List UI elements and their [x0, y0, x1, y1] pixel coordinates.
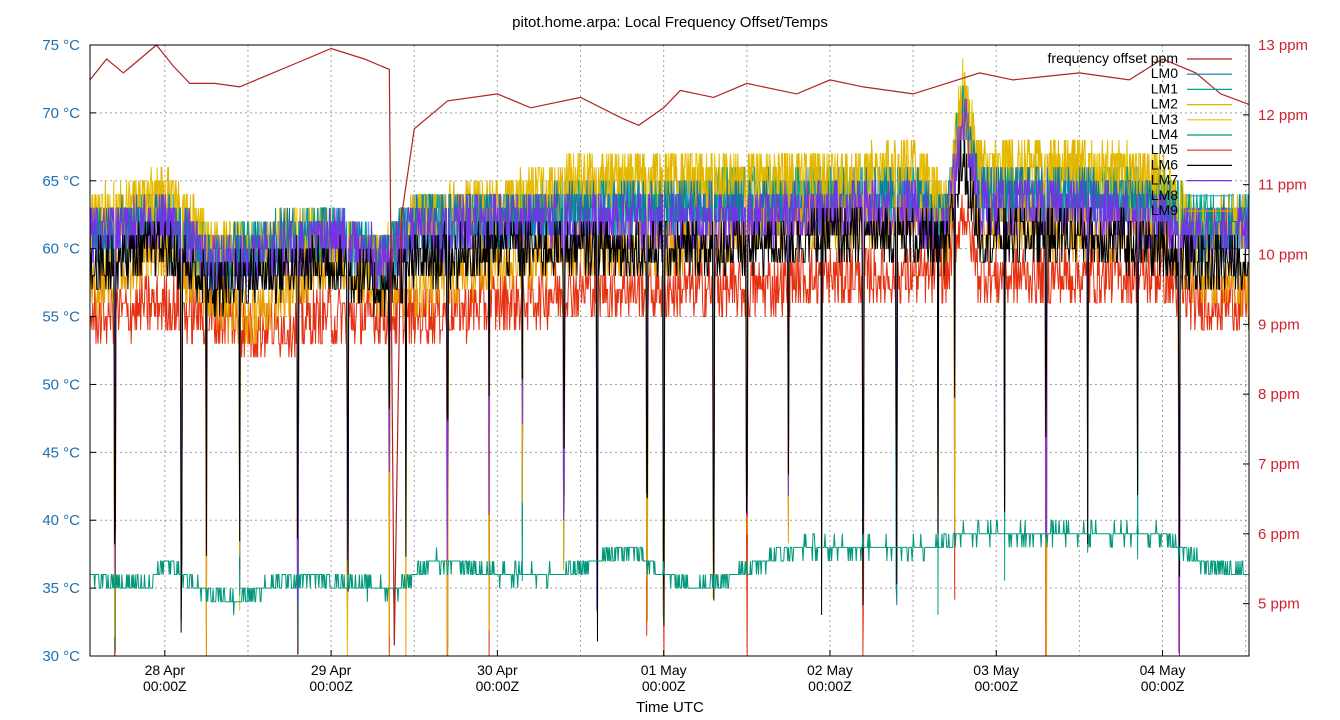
- legend-label: LM0: [1151, 65, 1178, 81]
- y-left-tick-label: 50 °C: [42, 376, 80, 393]
- x-tick-date: 29 Apr: [311, 662, 352, 678]
- x-tick-date: 04 May: [1140, 662, 1186, 678]
- x-tick-time: 00:00Z: [974, 678, 1018, 694]
- legend-label: LM7: [1151, 172, 1178, 188]
- x-tick-date: 02 May: [807, 662, 853, 678]
- y-left-tick-label: 35 °C: [42, 580, 80, 597]
- legend: frequency offset ppmLM0LM1LM2LM3LM4LM5LM…: [1048, 50, 1232, 218]
- x-tick-date: 30 Apr: [477, 662, 518, 678]
- legend-label: LM1: [1151, 80, 1178, 96]
- legend-label: LM6: [1151, 156, 1178, 172]
- legend-label: LM5: [1151, 141, 1178, 157]
- y-left-tick-label: 60 °C: [42, 241, 80, 258]
- y-right-tick-label: 9 ppm: [1258, 316, 1300, 333]
- x-tick-time: 00:00Z: [808, 678, 852, 694]
- x-tick-date: 28 Apr: [145, 662, 186, 678]
- y-left-tick-label: 45 °C: [42, 444, 80, 461]
- y-right-tick-label: 7 ppm: [1258, 456, 1300, 473]
- y-right-tick-label: 13 ppm: [1258, 37, 1308, 54]
- y-right-tick-label: 10 ppm: [1258, 246, 1308, 263]
- series-layer: [89, 44, 1250, 657]
- legend-label: LM3: [1151, 111, 1178, 127]
- legend-label: frequency offset ppm: [1048, 50, 1178, 66]
- legend-label: LM8: [1151, 187, 1178, 203]
- y-left-tick-label: 70 °C: [42, 105, 80, 122]
- x-tick-date: 03 May: [973, 662, 1019, 678]
- legend-label: LM2: [1151, 96, 1178, 112]
- series-line-lm5: [89, 194, 1250, 657]
- x-tick-time: 00:00Z: [1141, 678, 1185, 694]
- series-line-lm6: [89, 139, 1249, 642]
- x-axis-label: Time UTC: [636, 699, 704, 716]
- y-left-tick-label: 40 °C: [42, 512, 80, 529]
- plot-frame: [89, 44, 1250, 657]
- x-tick-date: 01 May: [641, 662, 687, 678]
- series-line-lm4: [90, 519, 1249, 616]
- series-line-lm7: [89, 98, 1250, 657]
- y-left-tick-label: 65 °C: [42, 173, 80, 190]
- x-tick-time: 00:00Z: [642, 678, 686, 694]
- y-left-tick-label: 30 °C: [42, 648, 80, 665]
- y-right-tick-label: 11 ppm: [1258, 177, 1307, 194]
- x-tick-time: 00:00Z: [476, 678, 520, 694]
- y-left-tick-label: 55 °C: [42, 309, 80, 326]
- grid: [90, 45, 1249, 656]
- legend-label: LM9: [1151, 202, 1178, 218]
- y-right-tick-label: 5 ppm: [1258, 596, 1300, 613]
- y-left-axis: 75 °C 70 °C 65 °C 60 °C 55 °C 50 °C 45 °C 40 °C…: [42, 37, 96, 665]
- y-right-tick-label: 6 ppm: [1258, 526, 1300, 543]
- y-right-tick-label: 8 ppm: [1258, 386, 1300, 403]
- legend-label: LM4: [1151, 126, 1178, 142]
- y-right-tick-label: 12 ppm: [1258, 107, 1308, 124]
- chart-title: pitot.home.arpa: Local Frequency Offset/…: [512, 14, 828, 31]
- x-tick-time: 00:00Z: [309, 678, 353, 694]
- series-line-lm0: [90, 99, 1250, 655]
- x-tick-time: 00:00Z: [143, 678, 187, 694]
- series-line-frequency-offset: [89, 44, 1250, 646]
- y-right-axis: 13 ppm 12 ppm 11 ppm 10 ppm 9 ppm 8 ppm 7 ppm 6…: [1243, 37, 1308, 613]
- y-left-tick-label: 75 °C: [42, 37, 80, 54]
